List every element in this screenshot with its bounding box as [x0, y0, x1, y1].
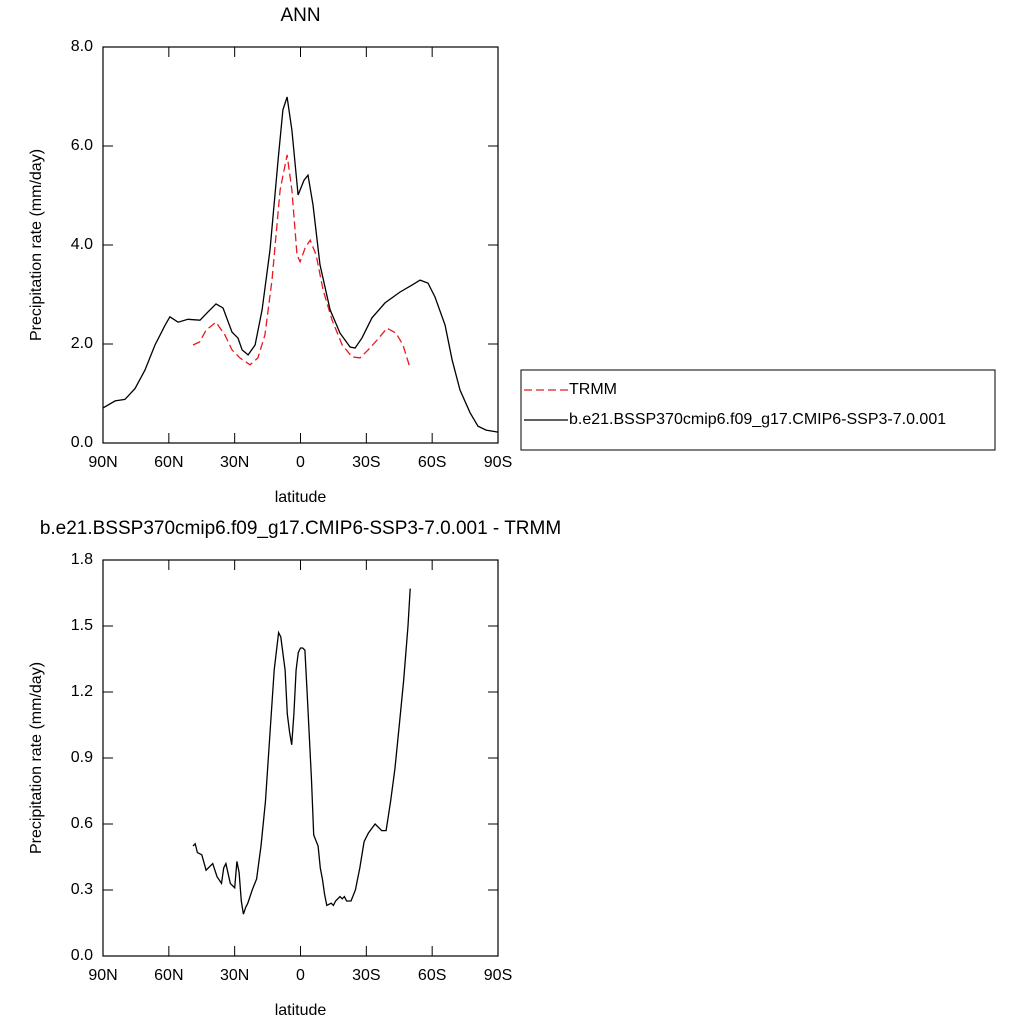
x-axis-label: latitude — [275, 489, 327, 506]
y-tick-label: 0.0 — [71, 434, 93, 451]
x-tick-label: 90S — [484, 454, 512, 471]
data-line — [192, 154, 411, 368]
x-tick-label: 30S — [352, 454, 380, 471]
y-axis-label: Precipitation rate (mm/day) — [28, 149, 45, 341]
y-tick-label: 0.6 — [71, 815, 93, 832]
x-axis-label: latitude — [275, 1002, 327, 1019]
y-tick-label: 6.0 — [71, 137, 93, 154]
chart-title: ANN — [280, 5, 320, 26]
y-tick-label: 0.3 — [71, 881, 93, 898]
x-tick-label: 60S — [418, 967, 446, 984]
y-tick-label: 1.8 — [71, 551, 93, 568]
y-axis-label: Precipitation rate (mm/day) — [28, 662, 45, 854]
chart-title: b.e21.BSSP370cmip6.f09_g17.CMIP6-SSP3-7.… — [40, 518, 561, 539]
x-tick-label: 60N — [154, 454, 183, 471]
y-tick-label: 4.0 — [71, 236, 93, 253]
x-tick-label: 30N — [220, 967, 249, 984]
x-tick-label: 0 — [296, 454, 305, 471]
legend-box — [520, 369, 996, 451]
x-tick-label: 90N — [88, 967, 117, 984]
x-tick-label: 30N — [220, 454, 249, 471]
x-tick-label: 0 — [296, 967, 305, 984]
x-tick-label: 90S — [484, 967, 512, 984]
x-tick-label: 90N — [88, 454, 117, 471]
y-tick-label: 1.2 — [71, 683, 93, 700]
y-tick-label: 1.5 — [71, 617, 93, 634]
plot-frame — [102, 559, 499, 957]
plot-frame — [102, 46, 499, 444]
x-tick-label: 60N — [154, 967, 183, 984]
legend-label: TRMM — [569, 381, 617, 398]
legend-label: b.e21.BSSP370cmip6.f09_g17.CMIP6-SSP3-7.… — [569, 411, 946, 428]
x-tick-label: 60S — [418, 454, 446, 471]
y-tick-label: 2.0 — [71, 335, 93, 352]
data-line — [102, 96, 499, 433]
y-tick-label: 8.0 — [71, 38, 93, 55]
y-tick-label: 0.9 — [71, 749, 93, 766]
y-tick-label: 0.0 — [71, 947, 93, 964]
x-tick-label: 30S — [352, 967, 380, 984]
data-line — [192, 588, 411, 915]
